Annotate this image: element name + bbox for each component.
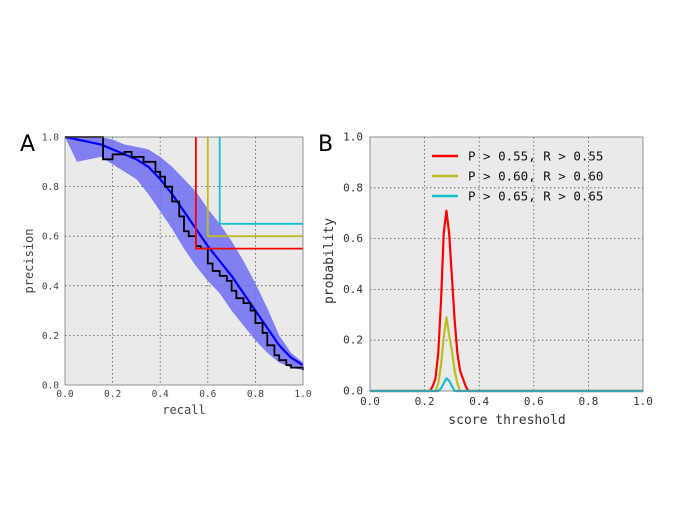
probability-line [370, 316, 643, 393]
probability-line [370, 209, 643, 393]
y-tick-label: 0.0 [343, 385, 363, 398]
panel-a-series [64, 135, 304, 371]
y-tick-label: 1.0 [343, 131, 363, 144]
panel-b-plot-area [370, 137, 643, 391]
panel-a-xlabel: recall [162, 403, 205, 417]
legend-label: P > 0.65, R > 0.65 [468, 189, 603, 204]
panel-b-grid [370, 137, 643, 391]
x-tick-label: 0.8 [578, 395, 598, 408]
y-tick-label: 0.6 [42, 232, 59, 243]
y-tick-label: 0.4 [343, 283, 363, 296]
y-tick-label: 0.6 [343, 232, 363, 245]
threshold-line [218, 137, 303, 225]
y-tick-label: 1.0 [42, 133, 59, 144]
y-tick-label: 0.8 [42, 182, 59, 193]
panel-b-ticks: 0.0 0.2 0.4 0.6 0.8 1.0 0.0 0.2 0.4 0.6 0.8 1.0 [343, 131, 653, 409]
x-tick-label: 0.4 [469, 395, 489, 408]
legend-label: P > 0.60, R > 0.60 [468, 169, 603, 184]
panel-b-xlabel: score threshold [448, 413, 565, 428]
x-tick-label: 1.0 [294, 389, 311, 400]
panel-a: A 0.0 0.2 0.4 0.6 0.8 1.0 0.0 0.2 0.4 0.6 0.8 1.0 r… [20, 132, 312, 417]
panel-b: B 0.0 0.2 0.4 0.6 0.8 1.0 0.0 0.2 0.4 0.6 0.8 1.0 P… [318, 131, 653, 429]
x-tick-label: 1.0 [633, 395, 653, 408]
x-tick-label: 0.4 [152, 389, 169, 400]
threshold-line [206, 137, 303, 238]
confidence-band [65, 137, 303, 371]
panel-b-frame [369, 136, 644, 392]
y-tick-label: 0.4 [42, 281, 59, 292]
x-tick-label: 0.2 [415, 395, 435, 408]
panel-b-label: B [318, 132, 333, 157]
threshold-line [194, 137, 303, 250]
panel-a-label: A [20, 132, 35, 157]
legend-label: P > 0.55, R > 0.55 [468, 149, 603, 164]
x-tick-label: 0.2 [104, 389, 121, 400]
x-tick-label: 0.8 [247, 389, 264, 400]
x-tick-label: 0.6 [524, 395, 544, 408]
panel-b-series [370, 209, 643, 393]
panel-a-frame [64, 136, 304, 386]
panel-b-legend: P > 0.55, R > 0.55 P > 0.60, R > 0.60 P > … [432, 149, 603, 204]
x-tick-label: 0.0 [360, 395, 380, 408]
y-tick-label: 0.0 [42, 381, 59, 392]
y-tick-label: 0.2 [42, 331, 59, 342]
probability-line [370, 377, 643, 393]
panel-a-ylabel: precision [22, 228, 36, 293]
panel-a-ticks: 0.0 0.2 0.4 0.6 0.8 1.0 0.0 0.2 0.4 0.6 0.8 1.0 [42, 133, 312, 401]
y-tick-label: 0.8 [343, 181, 363, 194]
x-tick-label: 0.6 [199, 389, 216, 400]
panel-b-ylabel: probability [322, 218, 337, 304]
x-tick-label: 0.0 [56, 389, 73, 400]
y-tick-label: 0.2 [343, 334, 363, 347]
observed-pr-curve [65, 136, 304, 371]
